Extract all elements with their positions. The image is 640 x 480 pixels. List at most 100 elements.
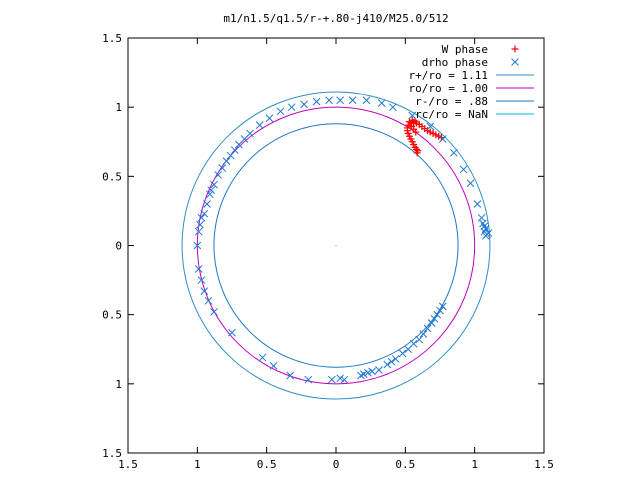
drho-phase-point xyxy=(348,96,357,105)
drho-phase-point xyxy=(210,308,218,316)
drho-phase-point xyxy=(419,330,428,338)
y-tick-label: 1.5 xyxy=(102,447,122,460)
drho-phase-point xyxy=(214,171,222,179)
x-tick-label: 1 xyxy=(471,458,478,471)
drho-phase-point xyxy=(388,103,397,112)
legend-label: r+/ro = 1.11 xyxy=(409,69,488,82)
drho-phase-point xyxy=(368,367,376,376)
drho-phase-point xyxy=(438,302,447,311)
drho-phase-point xyxy=(415,335,424,344)
drho-phase-point xyxy=(433,310,442,319)
w-phase-point xyxy=(413,149,421,157)
drho-phase-point xyxy=(484,229,493,237)
radius-circle xyxy=(213,123,459,368)
drho-phase-point xyxy=(197,276,206,284)
legend-label: W phase xyxy=(442,43,488,56)
drho-phase-point xyxy=(438,135,447,143)
drho-phase-point xyxy=(357,371,365,380)
drho-phase-point xyxy=(409,339,418,348)
drho-phase-point xyxy=(359,370,368,379)
drho-phase-point xyxy=(269,361,278,370)
drho-phase-point xyxy=(207,186,216,195)
drho-phase-point xyxy=(426,122,435,131)
drho-phase-point xyxy=(194,227,203,236)
y-tick-label: 1.5 xyxy=(102,32,122,45)
drho-phase-point xyxy=(193,241,202,250)
drho-phase-point xyxy=(205,190,214,199)
drho-phase-point xyxy=(194,265,203,273)
drho-phase-point xyxy=(340,375,349,384)
drho-phase-point xyxy=(204,296,213,305)
legend-label: drho phase xyxy=(422,56,488,69)
drho-phase-point xyxy=(304,375,313,384)
drho-phase-point xyxy=(427,319,436,327)
drho-phase-point xyxy=(200,209,209,218)
drho-phase-point xyxy=(408,111,417,120)
x-tick-label: 0.5 xyxy=(395,458,415,471)
w-phase-point xyxy=(412,145,420,153)
drho-phase-point xyxy=(300,100,308,109)
drho-phase-point xyxy=(226,151,235,160)
legend-marker xyxy=(511,45,519,53)
drho-phase-point xyxy=(196,220,204,229)
legend-label: ro/ro = 1.00 xyxy=(409,82,488,95)
drho-phase-point xyxy=(203,200,211,208)
drho-phase-point xyxy=(430,314,439,323)
w-phase-point xyxy=(405,118,413,126)
drho-phase-point xyxy=(200,287,209,296)
drho-phase-point xyxy=(459,165,468,174)
drho-phase-point xyxy=(364,368,372,377)
x-tick-label: 0.5 xyxy=(257,458,277,471)
y-tick-label: 0.5 xyxy=(102,309,122,322)
drho-phase-point xyxy=(265,114,274,123)
drho-phase-point xyxy=(222,157,231,165)
drho-phase-point xyxy=(210,180,218,189)
drho-phase-point xyxy=(473,200,482,208)
phase-points xyxy=(193,96,493,384)
legend-label: r-/ro = .88 xyxy=(415,95,488,108)
drho-phase-point xyxy=(327,375,336,384)
drho-phase-point xyxy=(362,96,371,105)
drho-phase-point xyxy=(286,371,295,380)
drho-phase-point xyxy=(228,328,236,337)
drho-phase-point xyxy=(391,355,400,363)
drho-phase-point xyxy=(255,121,264,130)
drho-phase-point xyxy=(477,213,486,222)
drho-phase-point xyxy=(375,366,383,374)
legend-marker xyxy=(511,58,519,66)
x-tick-label: 0 xyxy=(333,458,340,471)
drho-phase-point xyxy=(423,324,432,333)
drho-phase-point xyxy=(336,374,345,383)
drho-phase-point xyxy=(218,164,227,172)
drho-phase-point xyxy=(197,213,206,222)
drho-phase-point xyxy=(383,360,392,369)
radius-circle xyxy=(181,91,491,400)
x-tick-label: 1 xyxy=(194,458,201,471)
origin-dot xyxy=(335,245,337,246)
drho-phase-point xyxy=(466,179,475,188)
drho-phase-point xyxy=(235,140,243,149)
y-tick-label: 0.5 xyxy=(102,170,122,183)
drho-phase-point xyxy=(336,96,345,105)
y-tick-label: 1 xyxy=(115,378,122,391)
drho-phase-point xyxy=(312,97,321,106)
drho-phase-point xyxy=(450,148,458,157)
drho-phase-point xyxy=(287,103,296,112)
drho-phase-point xyxy=(325,96,333,105)
plot-frame xyxy=(127,37,545,454)
w-phase-point xyxy=(412,128,420,136)
y-tick-label: 1 xyxy=(115,101,122,114)
drho-phase-point xyxy=(377,99,386,107)
x-tick-label: 1.5 xyxy=(534,458,554,471)
drho-phase-point xyxy=(276,107,285,116)
drho-phase-point xyxy=(258,353,267,362)
drho-phase-point xyxy=(480,222,489,230)
drho-phase-point xyxy=(387,357,396,366)
drho-phase-point xyxy=(230,146,239,154)
drho-phase-point xyxy=(398,349,407,358)
legend-label: rc/ro = NaN xyxy=(415,108,488,121)
chart-title: m1/n1.5/q1.5/r-+.80-j410/M25.0/512 xyxy=(223,12,448,25)
y-tick-label: 0 xyxy=(115,240,122,253)
